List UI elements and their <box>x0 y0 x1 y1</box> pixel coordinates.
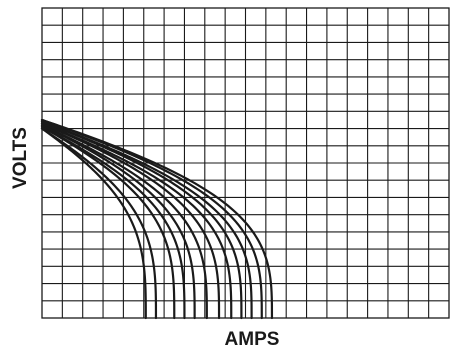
curve-10 <box>40 120 253 320</box>
plot-frame <box>41 7 450 319</box>
curve-4 <box>40 125 186 320</box>
curve-1 <box>40 127 147 320</box>
curves <box>40 118 274 320</box>
curve-3 <box>40 125 176 320</box>
grid <box>42 8 449 318</box>
curve-8 <box>40 122 233 320</box>
curve-2 <box>40 127 158 320</box>
x-axis-label: AMPS <box>225 329 280 350</box>
y-axis-label: VOLTS <box>10 127 31 189</box>
curve-7 <box>40 122 221 320</box>
curve-12 <box>40 118 274 320</box>
curve-6 <box>40 124 208 320</box>
curve-5 <box>40 124 196 320</box>
curve-11 <box>40 118 263 320</box>
